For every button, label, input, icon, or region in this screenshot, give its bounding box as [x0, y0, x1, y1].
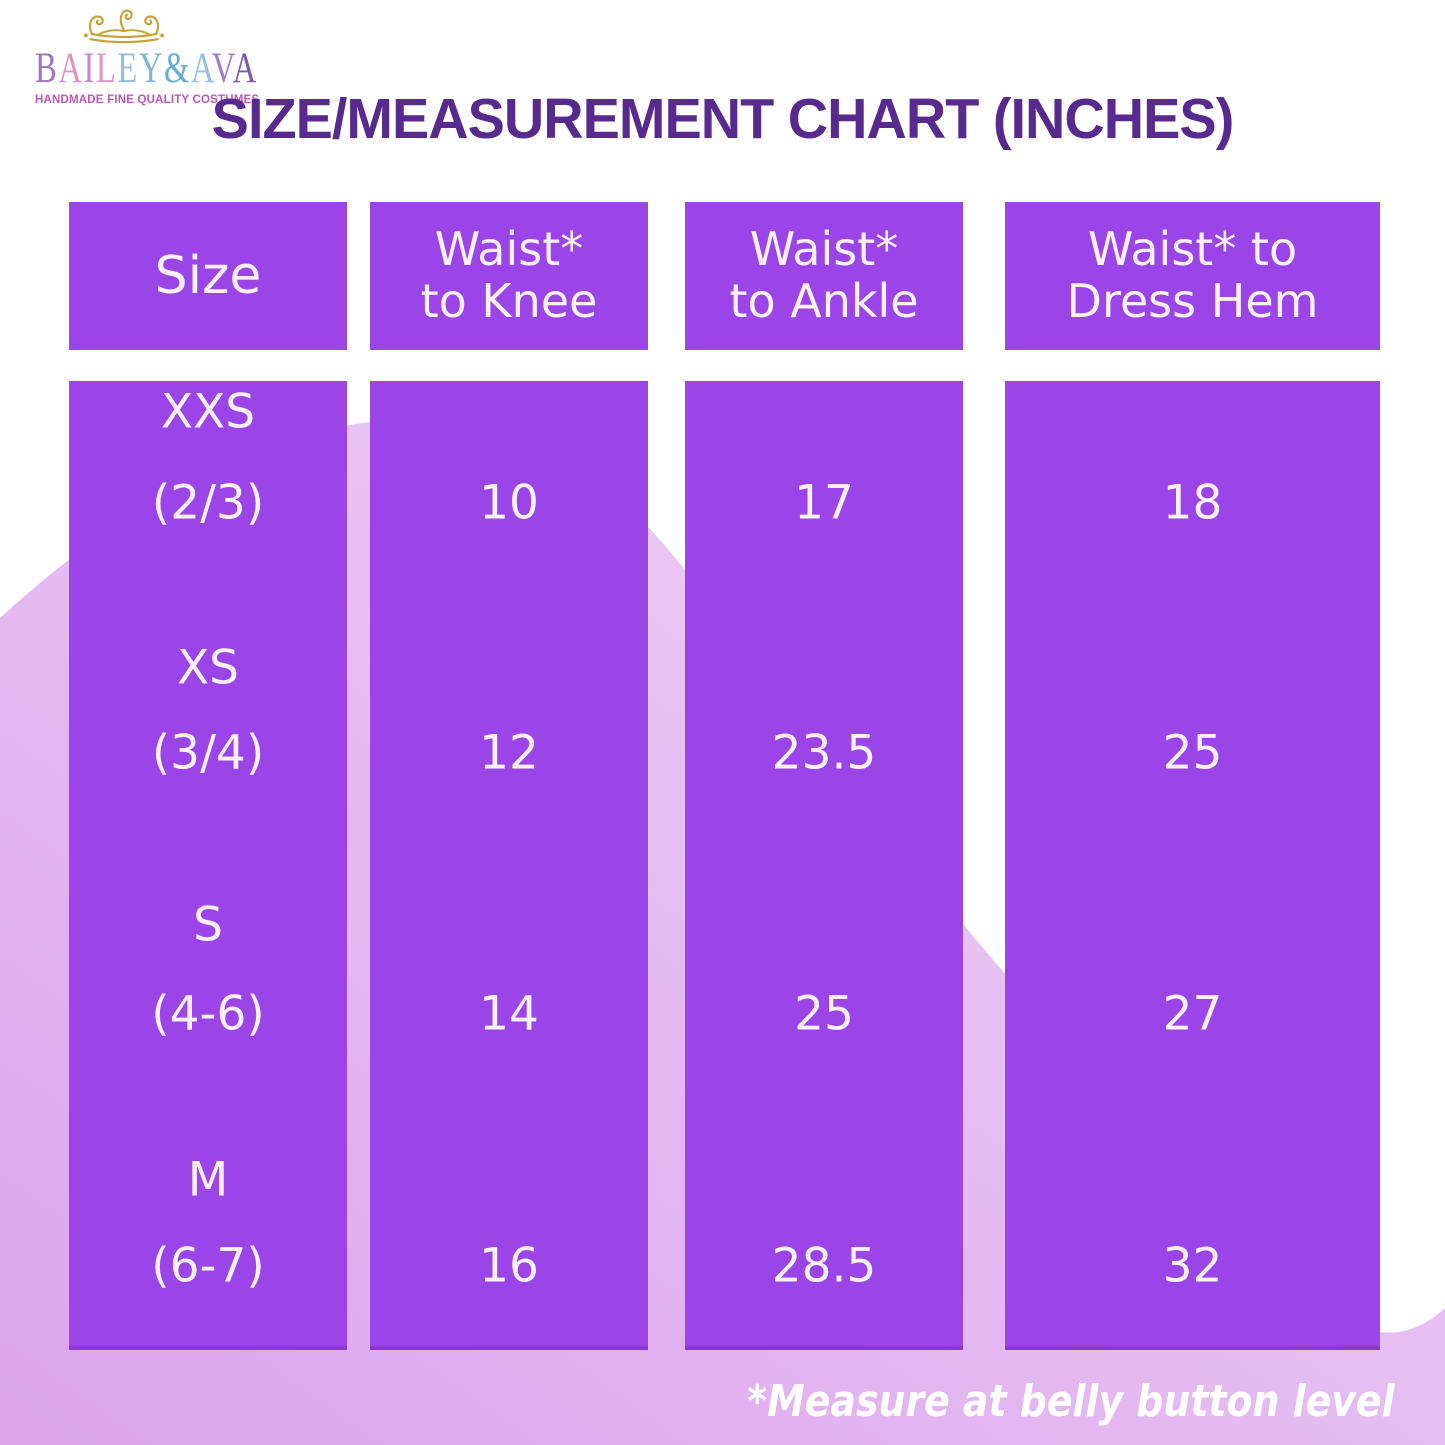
brand-logo: BAILEY&AVA HANDMADE FINE QUALITY COSTUME… — [35, 6, 260, 106]
crown-icon — [83, 9, 165, 44]
column-header-waist-to-dress-hem: Waist* to Dress Hem — [1005, 202, 1380, 350]
logo-letter: A — [190, 45, 212, 92]
brand-wordmark: BAILEY&AVA — [35, 45, 256, 92]
measurement-value: 27 — [1162, 986, 1223, 1042]
table-column-waist-to-knee: 10 12 14 16 — [370, 381, 648, 1350]
column-header-waist-to-ankle: Waist* to Ankle — [685, 202, 963, 350]
logo-letter: V — [211, 45, 233, 92]
measurement-value: 14 — [479, 986, 539, 1042]
size-range: (4-6) — [151, 986, 265, 1042]
table-column-waist-to-ankle: 17 23.5 25 28.5 — [685, 381, 963, 1350]
column-header-waist-to-knee: Waist* to Knee — [370, 202, 648, 350]
measurement-value: 16 — [479, 1238, 539, 1294]
logo-letter: E — [117, 45, 139, 92]
measurement-footnote: *Measure at belly button level — [747, 1376, 1395, 1427]
size-label: S — [193, 897, 223, 953]
size-range: (6-7) — [151, 1238, 265, 1294]
table-column-waist-to-dress-hem: 18 25 27 32 — [1005, 381, 1380, 1350]
measurement-value: 10 — [479, 475, 539, 531]
header-label-line1: Waist* — [434, 222, 584, 277]
brand-tagline: HANDMADE FINE QUALITY COSTUMES — [35, 94, 260, 106]
header-label-line2: to Knee — [420, 274, 598, 328]
measurement-value: 23.5 — [771, 725, 877, 781]
logo-letter: I — [83, 45, 96, 92]
header-label: Size — [154, 245, 262, 306]
size-label: XS — [176, 640, 240, 696]
measurement-value: 25 — [1162, 725, 1223, 781]
measurement-value: 12 — [479, 725, 539, 781]
header-label-line2: to Ankle — [729, 274, 919, 328]
logo-letter: & — [163, 45, 191, 92]
column-header-size: Size — [69, 202, 347, 350]
header-label-line2: Dress Hem — [1066, 274, 1319, 328]
header-label-line1: Waist* — [749, 222, 899, 277]
logo-letter: Y — [138, 45, 164, 92]
logo-letter: A — [232, 45, 258, 92]
page-title: SIZE/MEASUREMENT CHART (INCHES) — [211, 87, 1235, 151]
size-label: M — [187, 1152, 229, 1208]
measurement-value: 25 — [794, 986, 854, 1042]
table-column-size: XXS (2/3) XS (3/4) S (4-6) M (6-7) — [69, 381, 347, 1350]
logo-letter: A — [58, 45, 84, 92]
size-range: (3/4) — [151, 725, 265, 781]
measurement-value: 18 — [1162, 475, 1223, 531]
size-label: XXS — [160, 384, 256, 440]
measurement-value: 28.5 — [771, 1238, 877, 1294]
size-range: (2/3) — [151, 475, 265, 531]
logo-letter: B — [35, 45, 59, 92]
logo-letter: L — [95, 45, 118, 92]
measurement-value: 32 — [1162, 1238, 1223, 1294]
measurement-value: 17 — [794, 475, 854, 531]
header-label-line1: Waist* to — [1087, 222, 1298, 277]
